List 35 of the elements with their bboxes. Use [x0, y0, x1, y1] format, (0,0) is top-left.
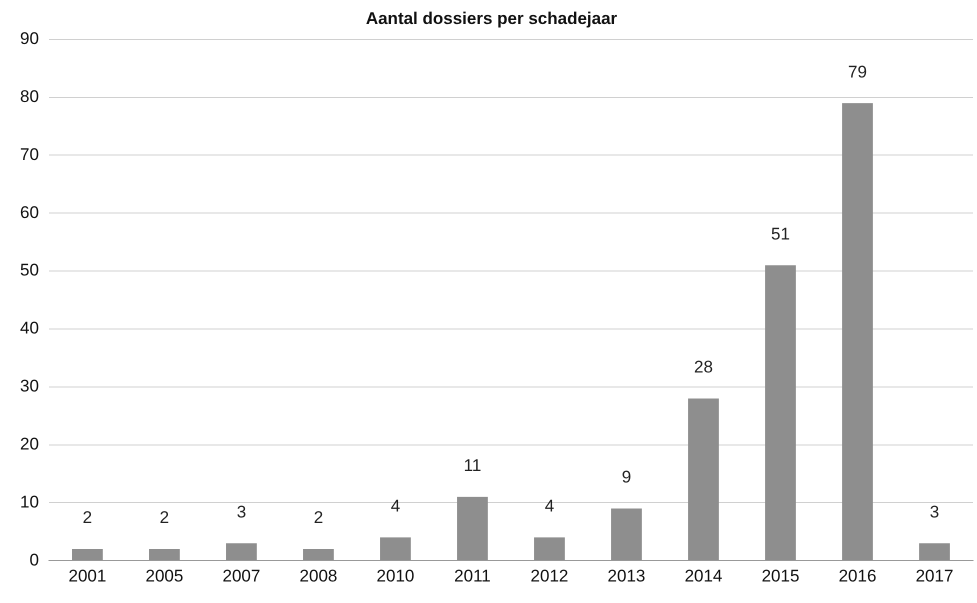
- data-label: 3: [930, 502, 940, 522]
- y-tick-label: 70: [20, 144, 39, 164]
- data-label: 2: [82, 508, 92, 528]
- y-tick-label: 50: [20, 260, 39, 280]
- data-label: 4: [544, 496, 554, 516]
- x-tick-label: 2014: [684, 566, 722, 586]
- y-tick-label: 90: [20, 29, 39, 48]
- y-tick-label: 30: [20, 376, 39, 396]
- x-tick-label: 2010: [376, 566, 414, 586]
- x-tick-label: 2016: [838, 566, 876, 586]
- data-label: 51: [771, 224, 790, 244]
- y-tick-label: 20: [20, 434, 39, 454]
- data-label: 3: [236, 502, 246, 522]
- y-tick-label: 0: [29, 550, 39, 570]
- x-tick-label: 2012: [530, 566, 568, 586]
- x-tick-label: 2017: [916, 566, 954, 586]
- x-tick-label: 2008: [300, 566, 338, 586]
- x-tick-label: 2013: [608, 566, 646, 586]
- data-label: 79: [848, 62, 867, 82]
- data-label: 2: [314, 508, 324, 528]
- y-tick-label: 10: [20, 492, 39, 512]
- data-label: 4: [390, 496, 400, 516]
- x-tick-label: 2001: [68, 566, 106, 586]
- data-label: 2: [160, 508, 170, 528]
- data-label: 11: [464, 456, 482, 476]
- y-tick-label: 40: [20, 318, 39, 338]
- data-label: 9: [622, 468, 632, 487]
- chart-title: Aantal dossiers per schadejaar: [366, 8, 618, 28]
- data-label: 28: [694, 358, 713, 377]
- x-tick-label: 2007: [222, 566, 260, 586]
- x-tick-label: 2015: [762, 566, 800, 586]
- y-tick-label: 60: [20, 202, 39, 222]
- y-tick-label: 80: [20, 87, 39, 106]
- x-tick-label: 2011: [454, 566, 491, 586]
- x-tick-label: 2005: [146, 566, 184, 586]
